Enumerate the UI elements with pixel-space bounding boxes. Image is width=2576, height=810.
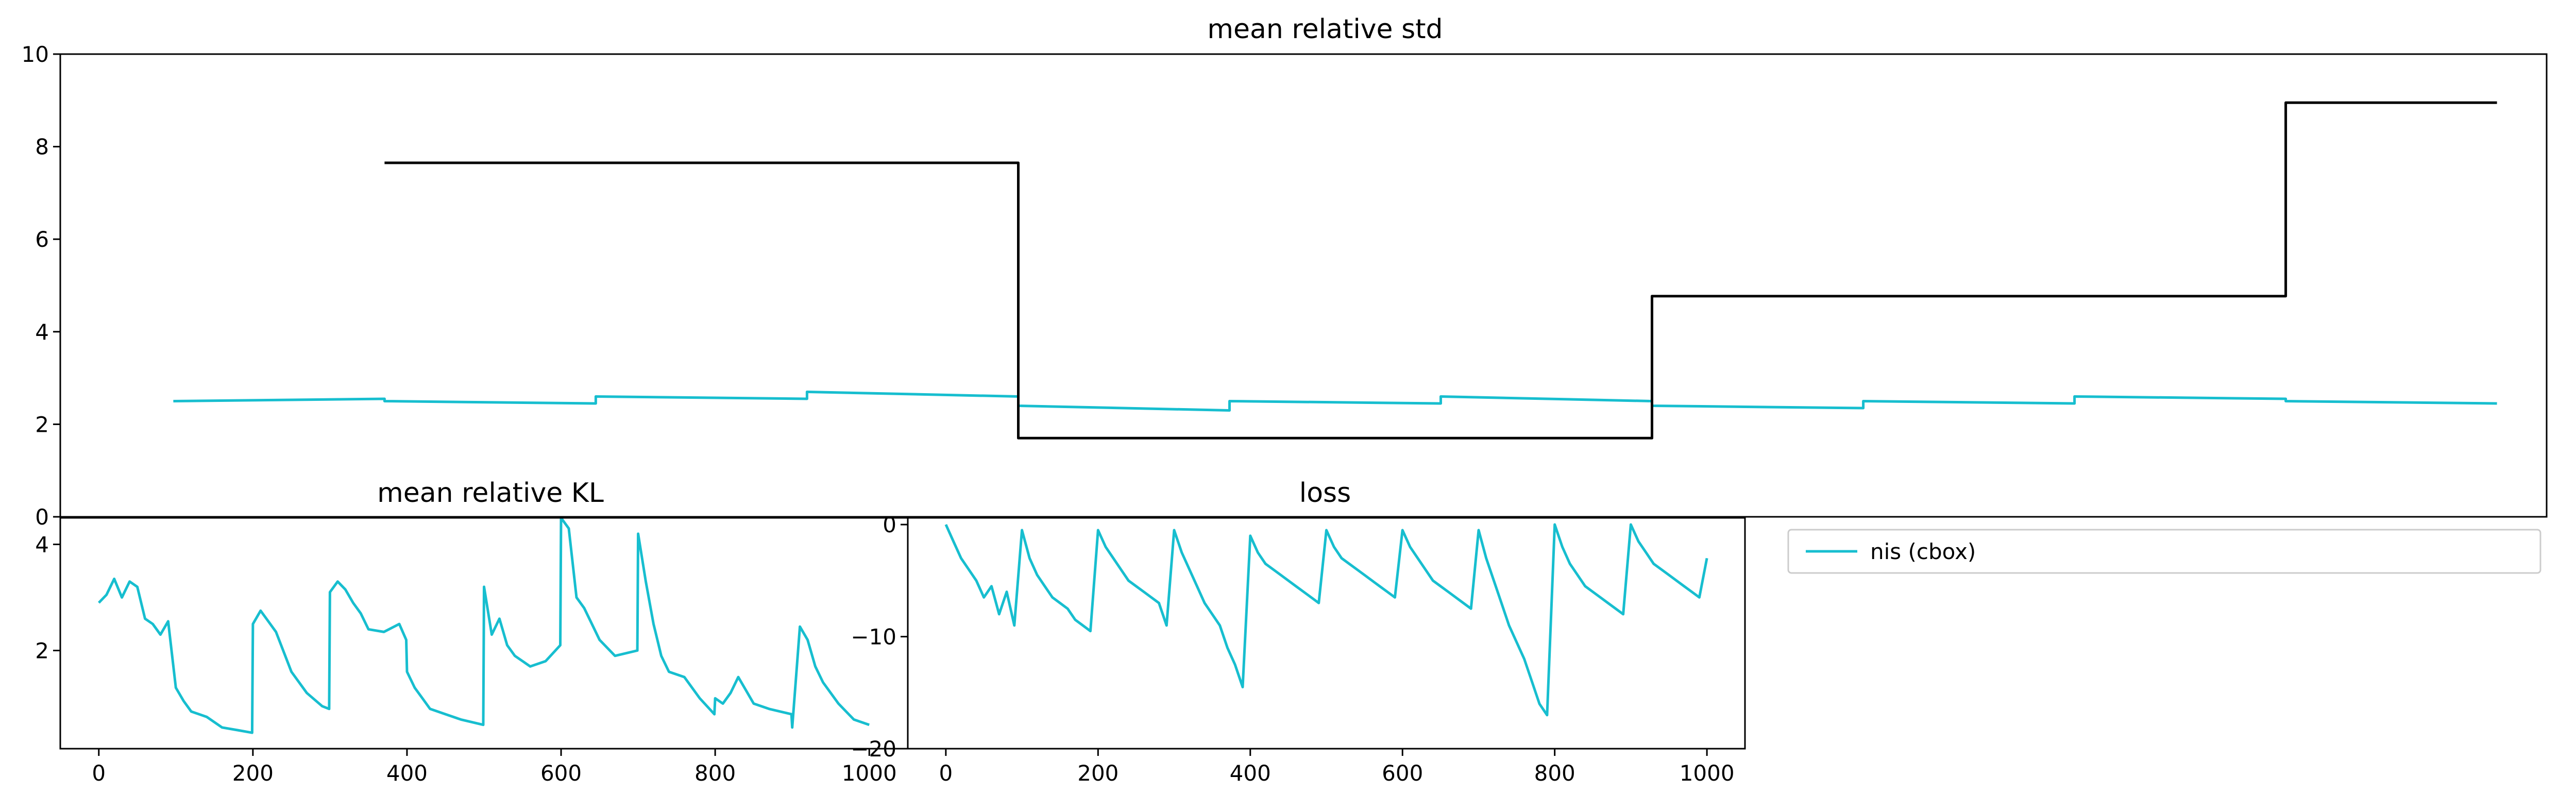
top-ytick-label: 4 [35, 319, 49, 345]
bottom-left-chart: mean relative KL 240 200 400 600 800 1000 [35, 478, 909, 786]
legend-label: nis (cbox) [1870, 539, 1976, 564]
top-ytick-label: 2 [35, 412, 49, 437]
std-reference-step-line [384, 101, 2497, 440]
kl-ytick-label: 4 [35, 532, 49, 557]
bottom-left-chart-title: mean relative KL [377, 478, 604, 509]
bottom-middle-chart-title: loss [1299, 478, 1351, 509]
legend-panel: nis (cbox) [1787, 529, 2541, 574]
top-ytick-label: 6 [35, 227, 49, 252]
top-chart-title: mean relative std [1207, 14, 1443, 45]
loss-xtick-label: 400 [1230, 761, 1271, 786]
top-ytick-label: 0 [35, 504, 49, 530]
kl-xtick-label: 1000 [842, 761, 897, 786]
loss-series-line [944, 523, 1708, 717]
kl-xtick-label: 0 [92, 761, 106, 786]
bottom-middle-chart: loss 0 −10 −20 0 200 400 600 800 1000 [851, 478, 1746, 786]
loss-xtick-label: 800 [1534, 761, 1575, 786]
loss-xtick-label: 200 [1077, 761, 1118, 786]
kl-xtick-label: 400 [386, 761, 428, 786]
loss-ticks: 0 −10 −20 0 200 400 600 800 1000 [851, 512, 1734, 786]
kl-xtick-label: 800 [694, 761, 736, 786]
legend-frame [1787, 529, 2541, 574]
top-plot-area [173, 101, 2497, 440]
std-series-line [173, 391, 2497, 412]
kl-series-line [97, 518, 870, 734]
kl-plot-area [97, 518, 870, 734]
kl-ytick-label: 2 [35, 638, 49, 663]
top-axes-frame [59, 53, 2548, 518]
kl-ticks: 2 4 0 200 400 600 800 1000 [35, 532, 896, 786]
loss-axes-frame [907, 517, 1746, 750]
kl-xtick-label: 200 [232, 761, 274, 786]
loss-xtick-label: 0 [939, 761, 953, 786]
kl-xtick-label: 600 [540, 761, 582, 786]
loss-ytick-label: −10 [851, 625, 896, 650]
top-ytick-label: 8 [35, 134, 49, 160]
loss-ytick-label: −20 [851, 736, 896, 762]
top-ytick-label: 10 [22, 42, 49, 67]
top-chart: mean relative std 0 2 4 6 8 10 [22, 14, 2548, 530]
loss-xtick-label: 600 [1382, 761, 1423, 786]
loss-ytick-label: 0 [883, 512, 896, 537]
loss-plot-area [944, 523, 1708, 717]
top-y-ticks: 0 2 4 6 8 10 [22, 42, 60, 530]
loss-xtick-label: 1000 [1680, 761, 1735, 786]
